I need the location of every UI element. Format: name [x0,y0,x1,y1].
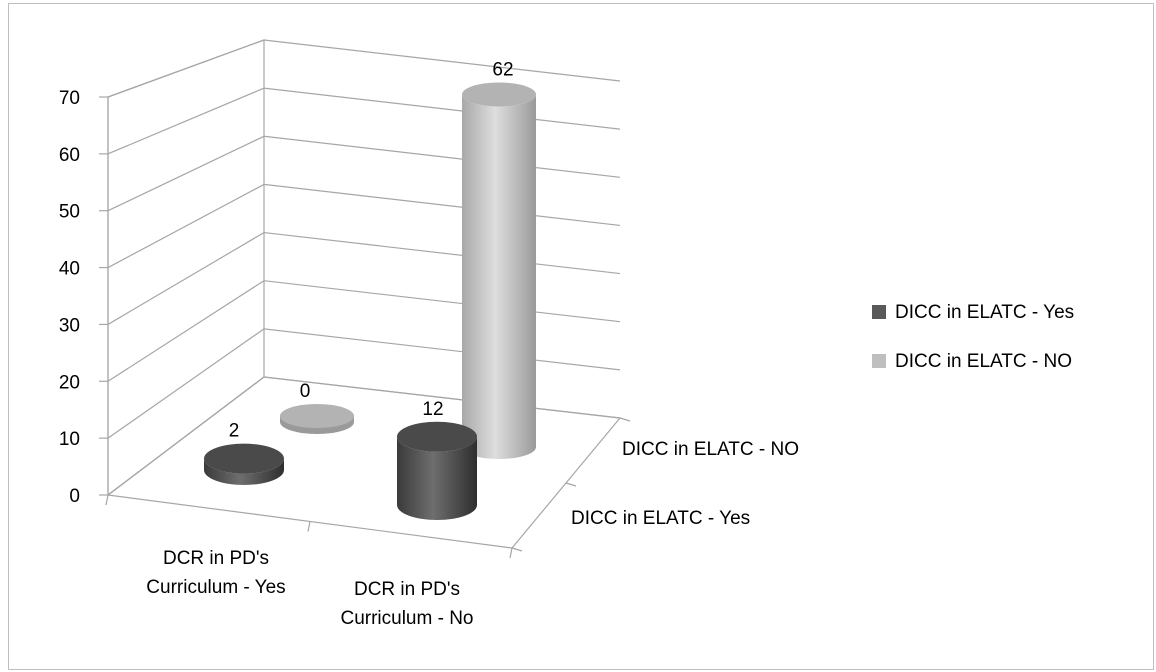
bars [204,82,536,520]
y-tick-label: 60 [59,145,80,166]
y-tick-label: 40 [59,259,80,280]
y-tick-label: 10 [59,429,80,450]
legend: DICC in ELATC - Yes DICC in ELATC - NO [872,302,1074,372]
depth-tick-mark [565,482,577,487]
legend-label: DICC in ELATC - NO [895,351,1072,372]
legend-swatch [872,354,886,368]
gridline-70 [107,39,621,98]
depth-tick-mark [511,547,523,552]
bar-top [397,421,477,452]
y-tick-label: 70 [59,88,80,109]
y-tick-label: 30 [59,315,80,336]
axes [99,96,631,559]
data-label: 0 [300,381,311,402]
category-label: DCR in PD's Curriculum - No [340,579,473,629]
category-label-line: DCR in PD's [354,579,460,600]
category-label-line: DCR in PD's [163,548,269,569]
bar [462,82,536,459]
gridline-40 [107,183,621,269]
data-labels: 0 62 2 12 [229,59,514,441]
x-tick-mark [105,494,109,506]
depth-labels: DICC in ELATC - Yes DICC in ELATC - NO [571,439,799,529]
bar [397,421,477,520]
bar-body [462,94,536,459]
gridline-50 [107,135,621,212]
y-tick-label: 0 [69,486,80,507]
y-tick-label: 50 [59,202,80,223]
gridline-60 [107,87,621,155]
chart-walls [106,39,622,549]
x-tick-mark [307,521,311,532]
bar-body [397,436,477,520]
category-labels: DCR in PD's Curriculum - Yes DCR in PD's Cu… [146,548,473,629]
depth-label: DICC in ELATC - NO [622,439,799,460]
data-label: 12 [422,399,443,420]
category-label: DCR in PD's Curriculum - Yes [146,548,285,598]
bar-top [462,82,536,107]
bar [204,443,284,485]
data-label: 62 [492,59,513,80]
bar-body [204,458,284,485]
bar-top [280,404,354,428]
x-tick-mark [509,547,513,559]
gridline-30 [107,231,621,325]
bar-top [204,443,284,474]
data-label: 2 [229,421,240,442]
y-tick-label: 20 [59,372,80,393]
legend-swatch [872,305,886,319]
category-label-line: Curriculum - Yes [146,577,285,598]
y-tick-labels: 0 10 20 30 40 50 60 70 [59,88,80,507]
chart-frame [8,3,1154,670]
category-label-line: Curriculum - No [340,608,473,629]
gridline-20 [107,280,621,382]
floor [106,376,622,549]
depth-label: DICC in ELATC - Yes [571,508,750,529]
bar [280,404,354,434]
legend-label: DICC in ELATC - Yes [895,302,1074,323]
depth-tick-mark [619,417,631,422]
